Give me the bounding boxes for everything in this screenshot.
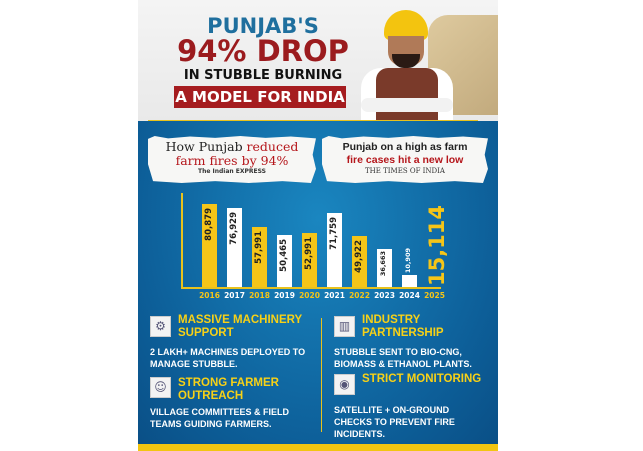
clipping-headline-red: fire cases hit a new low: [346, 154, 464, 166]
person-photo: [356, 10, 456, 121]
data-label: 80,879: [204, 208, 214, 241]
bar: [352, 235, 367, 287]
title-line-3: IN STUBBLE BURNING: [183, 68, 343, 83]
clipping-headline: Punjab on a high as farm: [342, 141, 468, 153]
data-label: 36,663: [379, 251, 387, 277]
x-tick-label: 2020: [299, 291, 320, 300]
x-tick-label: 2022: [349, 291, 370, 300]
bar: [277, 235, 292, 287]
feature-body: VILLAGE COMMITTEES & FIELD TEAMS GUIDING…: [150, 407, 289, 429]
bar: [377, 249, 392, 287]
feature-body: 2 LAKH+ MACHINES DEPLOYED TO MANAGE STUB…: [150, 347, 306, 369]
bar: [327, 213, 342, 287]
header: PUNJAB'S 94% DROP IN STUBBLE BURNING A M…: [138, 0, 498, 121]
bar: [402, 275, 417, 287]
feature-title: STRONG FARMER OUTREACH: [178, 377, 279, 402]
times-of-india-clipping: Punjab on a high as farm fire cases hit …: [322, 136, 488, 183]
bottom-stripe: [138, 444, 498, 451]
x-tick-label: 2017: [224, 291, 245, 300]
x-axis: [181, 287, 441, 289]
data-label: 49,922: [354, 239, 364, 273]
data-label: 10,909: [404, 247, 412, 273]
data-label: 71,759: [329, 217, 339, 251]
data-label: 57,991: [254, 231, 264, 265]
indian-express-clipping: How Punjab reduced farm fires by 94% The…: [148, 136, 316, 183]
title-line-2: 94% DROP: [177, 34, 349, 68]
clipping-source: The Indian EXPRESS: [197, 168, 266, 175]
x-tick-label: 2021: [324, 291, 345, 300]
satellite-eye-icon: ◉: [334, 374, 355, 395]
title-line-1: PUNJAB'S: [207, 14, 319, 38]
machinery-icon: ⚙: [150, 316, 171, 337]
infographic: PUNJAB'S 94% DROP IN STUBBLE BURNING A M…: [138, 0, 498, 451]
feature-title: INDUSTRY PARTNERSHIP: [362, 314, 444, 339]
feature-body: SATELLITE + ON-GROUND CHECKS TO PREVENT …: [334, 405, 455, 439]
x-tick-label: 2023: [374, 291, 395, 300]
feature-title: MASSIVE MACHINERY SUPPORT: [178, 314, 302, 339]
data-label: 50,465: [279, 239, 289, 273]
bar: [202, 204, 217, 287]
factory-icon: ▥: [334, 316, 355, 337]
clipping-headline-red-2: farm fires by 94%: [175, 153, 289, 168]
farmer-icon: ☺: [150, 377, 171, 398]
feature-body: STUBBLE SENT TO BIO-CNG, BIOMASS & ETHAN…: [334, 347, 472, 369]
y-axis: [181, 193, 183, 289]
x-tick-label: 2018: [249, 291, 270, 300]
clipping-headline: How Punjab: [165, 139, 247, 154]
bar: [302, 232, 317, 287]
x-tick-label: 2025: [424, 291, 445, 300]
x-tick-label: 2019: [274, 291, 295, 300]
clipping-source: THE TIMES OF INDIA: [365, 167, 445, 175]
x-tick-label: 2016: [199, 291, 220, 300]
column-divider: [321, 318, 322, 432]
clipping-headline-red: reduced: [246, 139, 299, 154]
x-tick-label: 2024: [399, 291, 420, 300]
model-banner: A MODEL FOR INDIA: [174, 86, 346, 108]
bar: [252, 227, 267, 287]
data-label: 76,929: [229, 212, 239, 245]
data-label: 15,114: [425, 204, 449, 286]
bar: [227, 208, 242, 287]
data-label: 52,991: [304, 236, 314, 270]
feature-title: STRICT MONITORING: [362, 373, 482, 385]
